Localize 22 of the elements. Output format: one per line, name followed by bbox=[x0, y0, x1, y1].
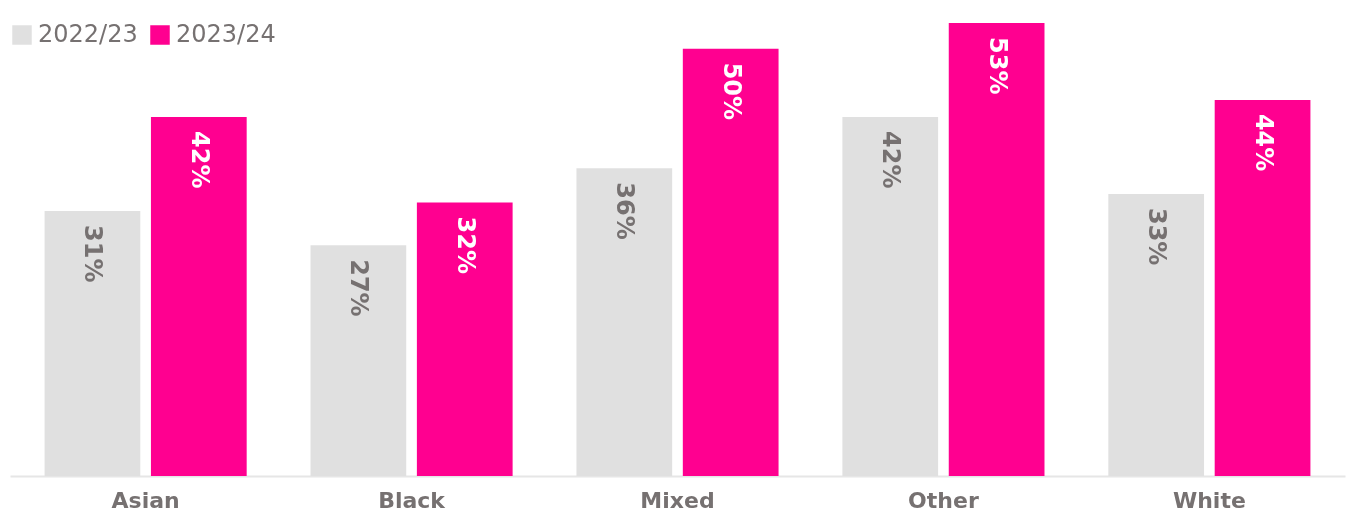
bar bbox=[948, 23, 1045, 476]
data-label: 27% bbox=[345, 259, 374, 317]
bar bbox=[416, 202, 513, 476]
data-label: 32% bbox=[451, 216, 480, 274]
bar bbox=[150, 117, 247, 476]
bar bbox=[682, 48, 779, 476]
x-tick-label: Mixed bbox=[640, 487, 715, 511]
data-label: 33% bbox=[1143, 207, 1172, 266]
data-label: 31% bbox=[79, 225, 108, 283]
data-label: 36% bbox=[611, 182, 640, 240]
legend-label: 2022/23 bbox=[38, 20, 138, 48]
data-label: 53% bbox=[983, 37, 1012, 95]
x-tick-label: Other bbox=[908, 487, 979, 511]
data-label: 42% bbox=[185, 131, 214, 189]
x-tick-label: Black bbox=[378, 487, 447, 511]
x-tick-label: Asian bbox=[111, 487, 180, 511]
x-tick-label: White bbox=[1172, 487, 1246, 511]
bar bbox=[1214, 99, 1311, 476]
data-label: 44% bbox=[1249, 113, 1278, 172]
data-label: 50% bbox=[717, 62, 746, 121]
data-label: 42% bbox=[877, 131, 906, 189]
legend-label: 2023/24 bbox=[176, 20, 276, 48]
